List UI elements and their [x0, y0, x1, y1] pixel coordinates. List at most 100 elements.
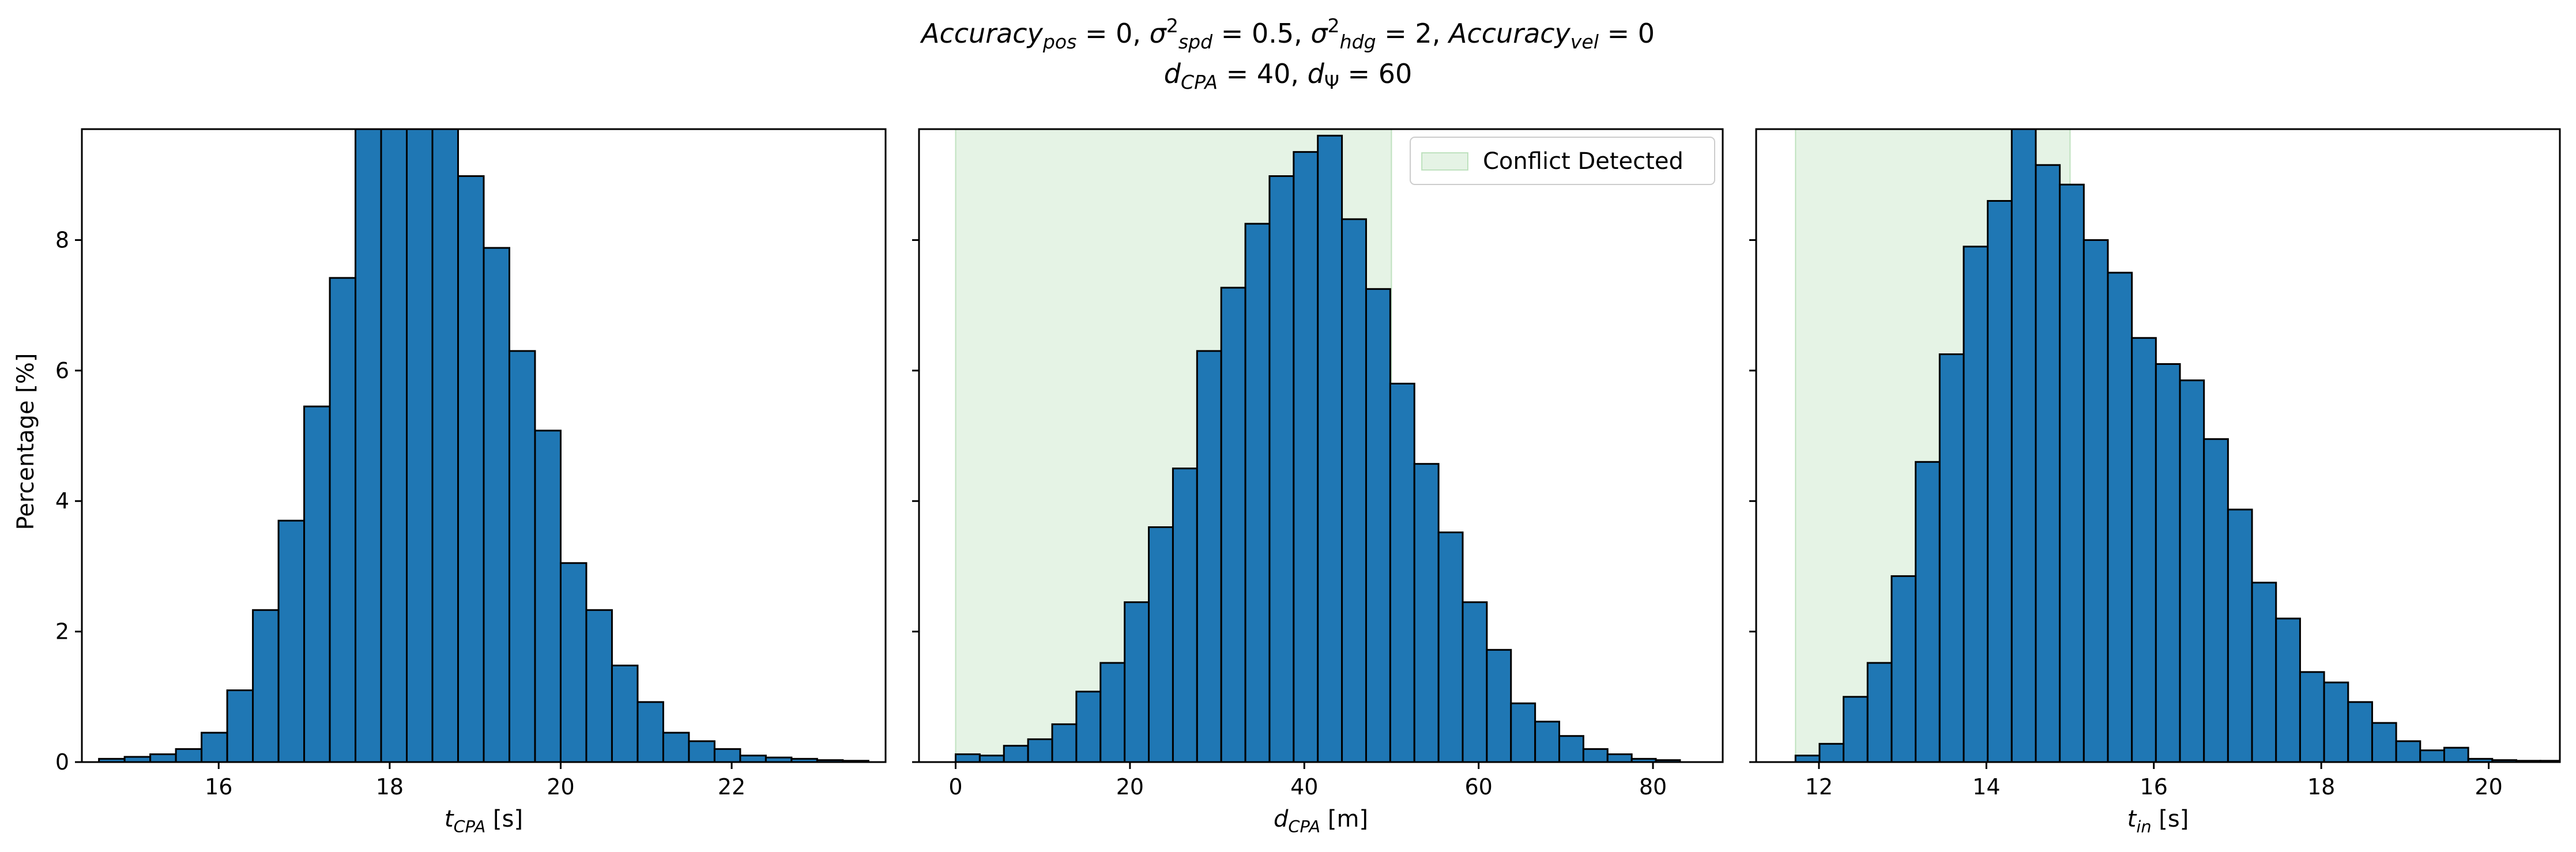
histogram-bar [380, 129, 408, 762]
histogram-bar [2227, 508, 2253, 762]
histogram-bar [1413, 463, 1440, 762]
histogram-bar [303, 405, 331, 762]
histogram-bar [1124, 601, 1150, 762]
axes-frame [1755, 128, 2561, 763]
x-tick-label: 16 [205, 774, 232, 800]
histogram-bar [2107, 272, 2133, 762]
x-tick-label: 18 [2307, 774, 2335, 800]
histogram-bar [1510, 702, 1536, 762]
histogram-bar [559, 562, 587, 762]
histogram-bar [1462, 601, 1488, 762]
x-tick-label: 12 [1805, 774, 1833, 800]
histogram-bar [1534, 721, 1561, 762]
x-tick-label: 16 [2140, 774, 2168, 800]
histogram-bar [1963, 246, 1989, 762]
histogram-bar [1148, 526, 1174, 762]
histogram-bar [226, 689, 254, 762]
axes-frame [918, 128, 1724, 763]
histogram-bar [662, 732, 690, 762]
histogram-bar [457, 175, 485, 762]
subplot-2: 0 20 40 60 80 dCPA [m] Conflict Detected [912, 128, 1724, 836]
histogram-bar [713, 748, 741, 762]
histogram-bar [1987, 200, 2013, 762]
x-axis-label: tCPA [s] [445, 806, 523, 836]
histogram-bar [2347, 701, 2373, 762]
histogram-bar [431, 129, 460, 762]
histogram-bar [1582, 748, 1609, 762]
histogram-bar [1558, 735, 1584, 762]
histogram-bar [2395, 740, 2421, 762]
histogram-bar [2010, 129, 2037, 762]
histogram-bar [2035, 164, 2061, 762]
histogram-bar [329, 277, 357, 762]
y-tick-label: 8 [55, 227, 69, 252]
x-tick-label: 22 [718, 774, 745, 800]
legend: Conflict Detected [1410, 137, 1715, 185]
subplot-3: 12 14 16 18 20 tin [s] [1749, 128, 2561, 836]
histogram-bar [2443, 747, 2469, 762]
histogram-bar [1389, 382, 1415, 762]
figure-title-line-1: Accuracypos = 0, σ2spd = 0.5, σ2hdg = 2,… [920, 14, 1655, 53]
histogram-bar [1196, 350, 1222, 762]
histogram-bar [175, 748, 203, 762]
histogram-bar [1843, 696, 1869, 762]
histogram-bar [1075, 691, 1102, 762]
legend-label: Conflict Detected [1483, 148, 1684, 175]
subplot-1: 16 18 20 22 0 2 4 6 8 tCPA [s] [55, 128, 887, 836]
histogram-bar [1027, 738, 1053, 762]
histogram-bar [1365, 288, 1391, 762]
plot-area [98, 129, 869, 762]
x-tick-label: 60 [1464, 774, 1492, 800]
x-tick-label: 14 [1972, 774, 2000, 800]
x-axis-label: dCPA [m] [1274, 806, 1368, 836]
y-tick-label: 6 [55, 358, 69, 383]
histogram-bar [1268, 175, 1295, 762]
histogram-bar [534, 429, 562, 762]
y-tick-label: 0 [55, 749, 69, 775]
histogram-bar [201, 732, 228, 762]
histogram-bar [2059, 183, 2085, 762]
histogram-bar [1915, 461, 1941, 762]
histogram-bar [2323, 681, 2349, 762]
histogram-bar [1244, 223, 1271, 762]
plot-area [1794, 129, 2560, 762]
histogram-bar [1818, 742, 1845, 762]
histogram-bar [2203, 438, 2229, 762]
histogram-bar [2419, 749, 2445, 762]
histogram-bar [1655, 759, 1681, 762]
histogram-bar [1220, 286, 1246, 762]
figure-title-line-2: dCPA = 40, dΨ = 60 [1164, 58, 1412, 93]
x-tick-label: 20 [2475, 774, 2502, 800]
histogram-bar [2299, 671, 2325, 762]
histogram-bar [355, 129, 382, 762]
x-tick-label: 18 [376, 774, 404, 800]
histogram-bar [2131, 337, 2157, 762]
x-tick-label: 20 [547, 774, 574, 800]
x-tick-label: 40 [1290, 774, 1318, 800]
x-tick-label: 20 [1116, 774, 1144, 800]
y-tick-label: 2 [55, 619, 69, 644]
histogram-bar [1293, 151, 1319, 762]
histogram-bar [508, 350, 536, 762]
histogram-bar [1938, 353, 1965, 762]
plot-area [955, 129, 1681, 762]
histogram-bar [252, 609, 280, 762]
histogram-bar [1890, 575, 1917, 762]
histogram-bar [2082, 239, 2109, 762]
histogram-bar [1437, 531, 1464, 762]
histogram-bar [149, 753, 177, 762]
x-tick-label: 80 [1639, 774, 1667, 800]
histogram-bar [1794, 755, 1821, 762]
histogram-bar [611, 664, 639, 762]
histogram-bar [2251, 582, 2277, 762]
histogram-bar [1317, 134, 1343, 762]
histogram-bar [483, 247, 510, 762]
histogram-bar [2179, 379, 2205, 762]
histogram-bar [1172, 468, 1198, 762]
histogram-bar [406, 129, 434, 762]
subplots: 16 18 20 22 0 2 4 6 8 tCPA [s] 0 20 40 60 80 dCPA [m] Co… [55, 128, 2561, 836]
histogram-bar [637, 701, 664, 762]
histogram-bar [277, 519, 306, 762]
histogram-bar [1341, 218, 1367, 762]
